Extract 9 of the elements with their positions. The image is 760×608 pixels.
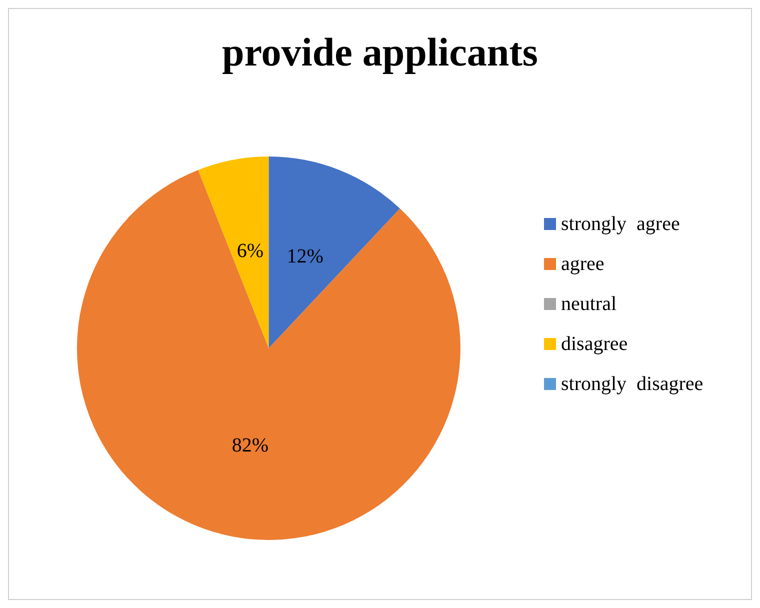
legend-label: strongly agree [561, 213, 680, 235]
legend-label: neutral [561, 293, 617, 315]
legend-label: agree [561, 253, 604, 275]
data-label: 6% [236, 240, 264, 262]
data-label: 12% [286, 245, 324, 268]
chart-title: provide applicants [222, 30, 538, 74]
data-label: 82% [232, 434, 269, 456]
legend-label: disagree [561, 333, 628, 355]
legend-label: strongly disagree [561, 373, 704, 395]
